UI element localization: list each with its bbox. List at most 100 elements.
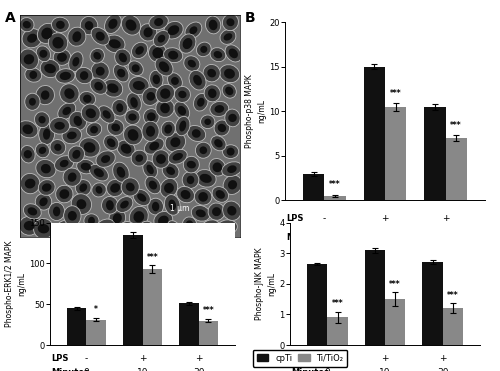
Ellipse shape: [196, 210, 206, 217]
Ellipse shape: [220, 29, 236, 45]
Ellipse shape: [24, 150, 32, 158]
Ellipse shape: [223, 175, 242, 194]
Bar: [424, 107, 446, 200]
Ellipse shape: [68, 52, 83, 72]
Ellipse shape: [179, 34, 196, 53]
Bar: [442, 308, 462, 345]
Ellipse shape: [116, 103, 124, 112]
Ellipse shape: [109, 209, 126, 228]
Ellipse shape: [188, 60, 196, 68]
Ellipse shape: [216, 190, 225, 199]
Text: 30: 30: [437, 368, 448, 371]
Ellipse shape: [38, 180, 55, 196]
Ellipse shape: [128, 61, 144, 76]
Ellipse shape: [36, 143, 50, 158]
Ellipse shape: [134, 211, 144, 223]
Ellipse shape: [212, 187, 228, 202]
Ellipse shape: [56, 69, 75, 83]
Ellipse shape: [22, 124, 33, 134]
Ellipse shape: [83, 95, 92, 103]
Ellipse shape: [50, 118, 70, 134]
Ellipse shape: [172, 153, 183, 161]
Ellipse shape: [146, 165, 154, 174]
Ellipse shape: [189, 70, 206, 90]
Ellipse shape: [222, 145, 238, 158]
Ellipse shape: [184, 156, 200, 173]
Ellipse shape: [112, 124, 120, 131]
Ellipse shape: [187, 161, 196, 168]
Ellipse shape: [152, 75, 160, 84]
Ellipse shape: [140, 24, 157, 41]
Ellipse shape: [103, 79, 122, 97]
Ellipse shape: [102, 197, 118, 214]
Ellipse shape: [171, 77, 179, 85]
Ellipse shape: [150, 70, 163, 88]
Y-axis label: Phospho-ERK1/2 MAPK
ng/mL: Phospho-ERK1/2 MAPK ng/mL: [5, 240, 26, 327]
Ellipse shape: [40, 50, 48, 58]
Ellipse shape: [161, 121, 176, 137]
Ellipse shape: [52, 17, 70, 32]
Ellipse shape: [132, 64, 140, 72]
Ellipse shape: [136, 46, 144, 55]
Ellipse shape: [130, 97, 138, 108]
Text: -: -: [323, 214, 326, 223]
Ellipse shape: [200, 174, 212, 183]
Ellipse shape: [168, 73, 182, 89]
Ellipse shape: [212, 207, 221, 216]
Ellipse shape: [145, 176, 161, 194]
Ellipse shape: [92, 183, 106, 197]
Ellipse shape: [149, 181, 157, 190]
Ellipse shape: [94, 82, 103, 91]
Ellipse shape: [218, 124, 226, 132]
Ellipse shape: [148, 44, 167, 62]
Text: B: B: [245, 11, 256, 25]
Ellipse shape: [170, 137, 180, 147]
Ellipse shape: [132, 42, 148, 59]
Ellipse shape: [40, 197, 48, 206]
Ellipse shape: [227, 165, 236, 173]
Ellipse shape: [149, 14, 169, 30]
Text: *: *: [94, 305, 98, 314]
Ellipse shape: [109, 39, 121, 48]
Ellipse shape: [43, 128, 51, 140]
Ellipse shape: [126, 183, 134, 191]
Ellipse shape: [150, 142, 159, 150]
Ellipse shape: [84, 214, 99, 228]
Ellipse shape: [128, 76, 149, 95]
Ellipse shape: [101, 155, 110, 163]
Ellipse shape: [91, 27, 110, 45]
Ellipse shape: [118, 53, 127, 62]
Ellipse shape: [218, 220, 238, 234]
Text: ***: ***: [146, 253, 158, 262]
Ellipse shape: [104, 35, 125, 53]
Ellipse shape: [185, 22, 202, 39]
Ellipse shape: [104, 14, 122, 33]
Ellipse shape: [133, 81, 145, 90]
Ellipse shape: [117, 69, 126, 78]
Ellipse shape: [152, 47, 163, 59]
Ellipse shape: [108, 119, 124, 135]
Ellipse shape: [160, 178, 178, 198]
Ellipse shape: [76, 180, 91, 196]
Ellipse shape: [36, 160, 56, 178]
Text: 0: 0: [324, 368, 330, 371]
Ellipse shape: [56, 220, 76, 240]
Text: 10: 10: [137, 368, 148, 371]
Ellipse shape: [90, 78, 107, 94]
Bar: [324, 196, 345, 200]
Ellipse shape: [71, 194, 92, 214]
Ellipse shape: [146, 126, 155, 137]
Ellipse shape: [159, 62, 170, 72]
Ellipse shape: [210, 47, 226, 62]
Ellipse shape: [50, 139, 66, 155]
Ellipse shape: [62, 107, 71, 115]
Ellipse shape: [160, 88, 170, 99]
Ellipse shape: [80, 183, 87, 192]
Text: ***: ***: [447, 291, 458, 300]
Ellipse shape: [200, 115, 215, 129]
Ellipse shape: [210, 136, 226, 151]
Ellipse shape: [180, 190, 190, 199]
Ellipse shape: [28, 207, 37, 216]
Ellipse shape: [24, 204, 42, 219]
Ellipse shape: [52, 37, 64, 49]
